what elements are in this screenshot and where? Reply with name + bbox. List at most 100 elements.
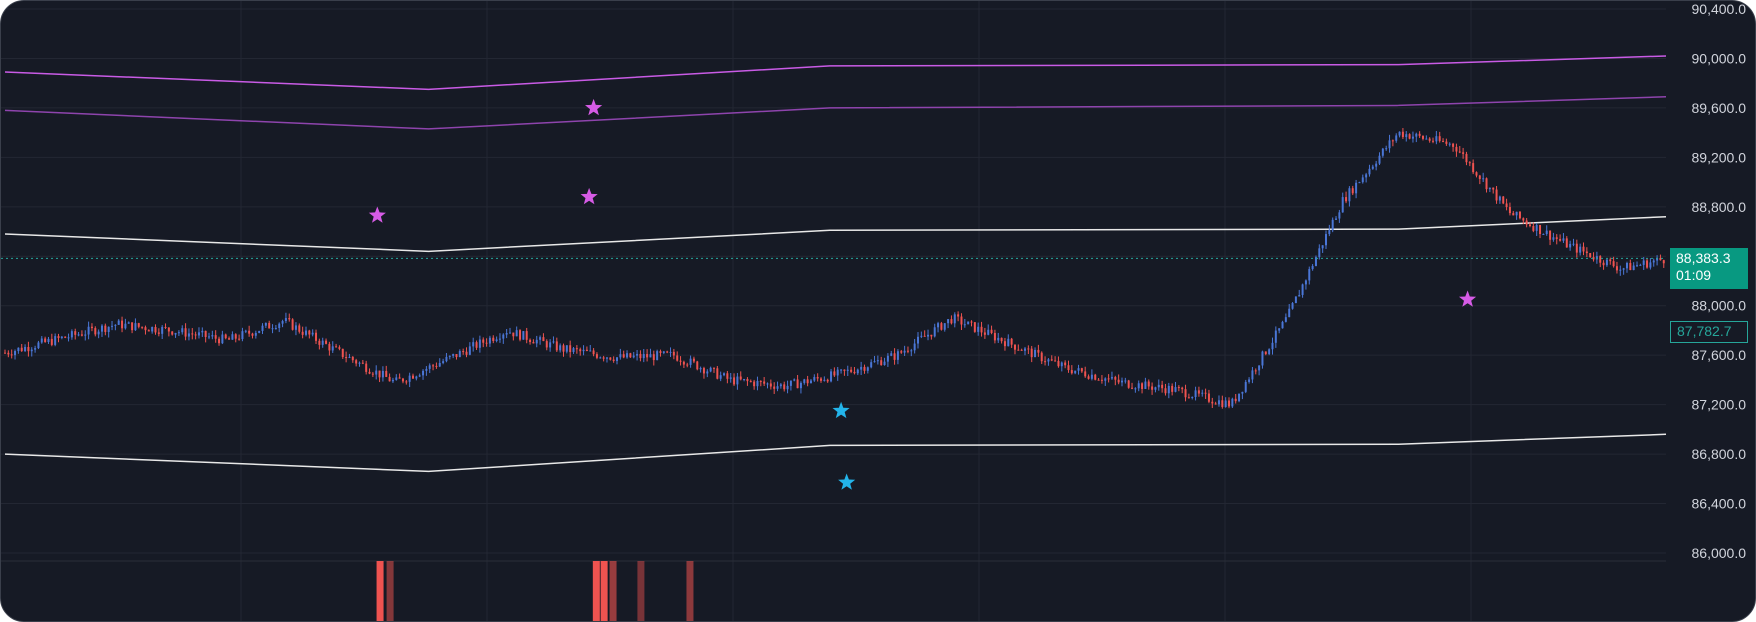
candle-body [893, 353, 896, 360]
candle-body [284, 318, 287, 322]
candle-body [1151, 386, 1154, 390]
candle-body [692, 358, 695, 362]
candle-body [1632, 265, 1635, 271]
candle-body [525, 331, 528, 340]
candle-body [184, 328, 187, 337]
candle-body [1602, 262, 1605, 266]
candle-body [1432, 140, 1435, 142]
candle-body [1385, 148, 1388, 150]
volume-bar [386, 561, 394, 621]
candle-body [1592, 257, 1595, 260]
price-axis-tick: 87,600.0 [1692, 347, 1747, 363]
candle-body [1525, 220, 1528, 225]
candle-body [776, 386, 779, 389]
candle-body [1171, 385, 1174, 392]
candle-body [1421, 135, 1424, 139]
star-marker-magenta [1459, 290, 1477, 307]
candle-body [1054, 360, 1057, 362]
candle-body [508, 332, 511, 334]
candle-body [94, 328, 97, 335]
candle-body [1659, 257, 1662, 261]
candle-body [773, 386, 776, 389]
candle-body [318, 340, 321, 345]
candle-body [846, 369, 849, 371]
band-line-1 [4, 55, 1667, 91]
candle-body [1642, 260, 1645, 265]
candle-body [910, 350, 913, 352]
candle-body [1452, 143, 1455, 147]
candle-body [231, 334, 234, 340]
candle-body [1164, 388, 1167, 394]
candle-body [1358, 182, 1361, 184]
candle-body [304, 330, 307, 335]
candle-body [575, 348, 578, 350]
candle-body [281, 321, 284, 324]
candle-body [348, 356, 351, 358]
candle-body [599, 357, 602, 359]
candle-body [1127, 380, 1130, 388]
candle-body [117, 320, 120, 325]
candle-body [375, 370, 378, 375]
candle-body [1040, 352, 1043, 362]
candle-body [1485, 178, 1488, 190]
candle-body [90, 326, 93, 329]
candle-body [114, 324, 117, 326]
candle-body [843, 369, 846, 371]
star-marker-magenta [585, 98, 603, 116]
candle-body [435, 365, 438, 367]
candle-body [1067, 365, 1070, 371]
candle-body [1555, 237, 1558, 240]
candle-body [1455, 146, 1458, 152]
current-price-value: 88,383.3 [1676, 250, 1731, 266]
candle-body [1161, 384, 1164, 389]
candle-body [605, 357, 608, 359]
candle-body [582, 349, 585, 352]
candle-body [84, 334, 87, 336]
candle-body [729, 377, 732, 379]
grid-lines [1, 1, 1666, 621]
candle-body [258, 330, 261, 333]
candle-body [154, 327, 157, 333]
candle-body [1298, 294, 1301, 297]
candle-body [622, 354, 625, 358]
candle-body [1582, 246, 1585, 252]
candle-body [676, 355, 679, 361]
candle-body [1512, 213, 1515, 216]
candle-body [1331, 219, 1334, 231]
candle-body [274, 327, 277, 329]
candle-body [1442, 140, 1445, 142]
candle-body [301, 331, 304, 335]
bands [4, 55, 1667, 473]
candle-body [1612, 261, 1615, 267]
price-axis-tick: 86,400.0 [1692, 496, 1747, 512]
candle-body [194, 334, 197, 336]
candle-body [1107, 378, 1110, 380]
candle-body [1572, 243, 1575, 245]
candle-body [830, 371, 833, 382]
candle-body [1100, 379, 1103, 381]
candle-body [820, 378, 823, 381]
candle-body [689, 358, 692, 365]
candle-body [1217, 400, 1220, 405]
candle-body [1027, 348, 1030, 350]
candle-body [391, 379, 394, 382]
candle-body [609, 357, 612, 360]
candle-body [502, 334, 505, 339]
candle-body [191, 333, 194, 335]
candle-body [1114, 377, 1117, 380]
candle-body [1074, 370, 1077, 374]
price-axis-tick: 90,400.0 [1692, 1, 1747, 17]
candle-body [682, 361, 685, 365]
candle-body [652, 354, 655, 361]
candle-body [636, 353, 639, 356]
candle-body [57, 336, 60, 339]
candle-body [331, 346, 334, 351]
candle-body [111, 325, 114, 327]
candle-body [378, 370, 381, 378]
candle-body [870, 362, 873, 368]
last-value-tag: 87,782.7 [1670, 321, 1748, 343]
candle-body [1478, 175, 1481, 179]
candle-body [1458, 151, 1461, 153]
candle-body [1294, 296, 1297, 304]
